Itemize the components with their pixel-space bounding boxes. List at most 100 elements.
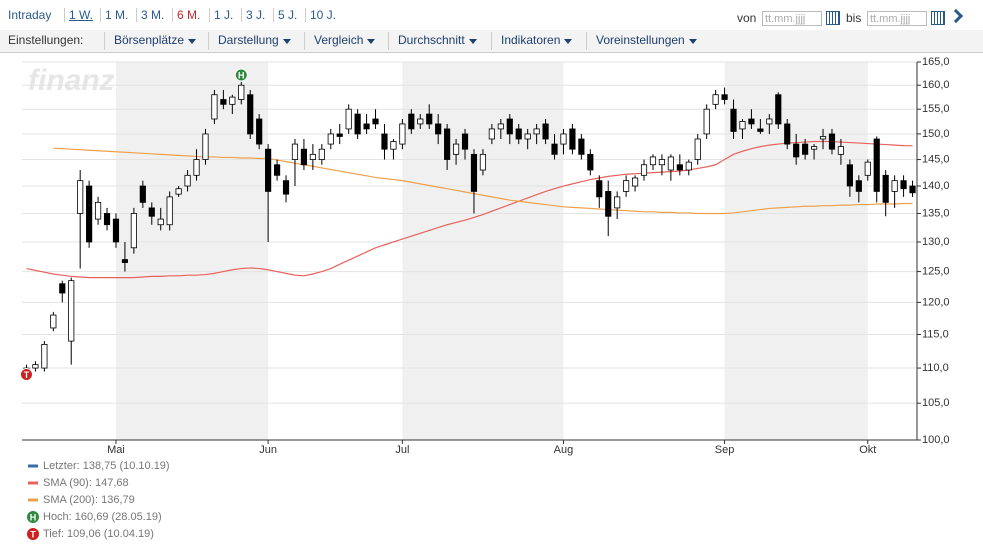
x-tick-label: Sep — [715, 444, 735, 456]
menu-button[interactable]: Durchschnitt — [398, 33, 479, 47]
legend-icon — [27, 528, 39, 540]
candle-body — [148, 207, 155, 217]
period-tab[interactable]: 3 M. — [136, 8, 168, 22]
candle-body — [444, 128, 451, 160]
candle-body — [578, 138, 585, 155]
candle-body — [649, 156, 657, 166]
candle-body — [900, 180, 907, 190]
period-tab[interactable]: 1 M. — [100, 8, 132, 22]
month-band — [115, 62, 269, 440]
candle-body — [94, 201, 102, 220]
settings-bar: Einstellungen: Börsenplätze Darstellung Ver… — [0, 30, 983, 53]
candle-body — [300, 148, 308, 166]
candle-body — [381, 133, 388, 150]
candle-body — [479, 153, 487, 171]
y-tick-label: 140,0 — [922, 180, 950, 192]
next-arrow[interactable] — [948, 8, 964, 24]
candle-body — [175, 188, 182, 195]
candle-body — [766, 118, 773, 125]
candle-body — [470, 153, 478, 192]
candle-body — [614, 196, 621, 209]
y-tick-label: 105,0 — [922, 397, 950, 409]
menu-button[interactable]: Vergleich — [314, 33, 377, 47]
candle-body — [882, 174, 889, 203]
candle-body — [417, 118, 424, 125]
date-to-input[interactable]: tt.mm.jjjj — [867, 11, 927, 26]
period-tab[interactable]: 1 J. — [209, 8, 237, 22]
period-tab[interactable]: 10 J. — [305, 8, 340, 22]
separator — [586, 32, 587, 50]
candle-body — [703, 108, 710, 135]
candle-body — [309, 153, 316, 160]
menu-button[interactable]: Voreinstellungen — [596, 33, 699, 47]
candle-body — [685, 161, 692, 171]
y-tick-label: 130,0 — [922, 236, 950, 248]
candle-body — [631, 177, 639, 187]
candle-body — [41, 344, 48, 369]
y-tick-label: 150,0 — [922, 128, 950, 140]
calendar-icon[interactable] — [826, 11, 840, 25]
period-tab[interactable]: 1 W. — [64, 8, 97, 22]
period-tab[interactable]: 5 J. — [273, 8, 301, 22]
separator — [304, 32, 305, 50]
candle-body — [739, 121, 746, 130]
candle-body — [506, 118, 513, 135]
candle-body — [103, 213, 111, 226]
y-tick-label: 110,0 — [922, 362, 949, 374]
candle-body — [864, 161, 871, 176]
candle-body — [166, 196, 173, 226]
candle-body — [640, 164, 648, 176]
period-tab[interactable]: 3 J. — [241, 8, 269, 22]
candle-body — [399, 123, 406, 145]
y-tick-label: 155,0 — [922, 103, 950, 115]
candle-body — [810, 146, 818, 150]
candle-body — [569, 128, 576, 150]
menu-button[interactable]: Indikatoren — [501, 33, 574, 47]
candle-body — [229, 96, 236, 105]
period-tab[interactable]: 6 M. — [172, 8, 204, 22]
marker-circle — [234, 68, 248, 82]
candle-body — [238, 84, 245, 100]
candle-body — [775, 94, 782, 125]
candle-body — [345, 108, 352, 130]
candle-body — [694, 138, 701, 160]
candle-body — [32, 364, 39, 369]
menu-button[interactable]: Börsenplätze — [114, 33, 198, 47]
x-tick-label: Mai — [107, 444, 125, 456]
candle-body — [220, 99, 227, 105]
date-from-input[interactable]: tt.mm.jjjj — [762, 11, 822, 26]
legend-label: SMA (200): 136,79 — [43, 494, 135, 506]
candle-body — [256, 118, 263, 145]
candle-body — [452, 143, 460, 155]
candle-body — [130, 213, 137, 249]
menu-button[interactable]: Darstellung — [218, 33, 293, 47]
candle-body — [676, 164, 683, 171]
candle-body — [623, 180, 630, 192]
candle-body — [497, 123, 504, 130]
period-tab[interactable]: Intraday — [8, 8, 52, 22]
separator — [208, 32, 209, 50]
candle-body — [112, 218, 120, 243]
candle-body — [372, 118, 379, 125]
candle-body — [846, 164, 853, 187]
x-tick-label: Jul — [395, 444, 409, 456]
candle-body — [273, 164, 281, 176]
candle-body — [408, 113, 415, 130]
candle-body — [282, 180, 290, 195]
calendar-icon[interactable] — [931, 11, 945, 25]
legend-icon-label: H — [30, 512, 37, 522]
candle-body — [891, 180, 898, 192]
marker-label: H — [238, 70, 245, 80]
candle-body — [327, 133, 334, 145]
candle-body — [551, 143, 558, 155]
candle-body — [909, 185, 916, 194]
candle-body — [587, 153, 594, 171]
candle-body — [828, 133, 836, 150]
x-tick-label: Jun — [259, 444, 277, 456]
legend-swatch — [28, 481, 38, 485]
candle-body — [157, 218, 164, 226]
legend-label: Letzter: 138,75 (10.10.19) — [43, 460, 170, 472]
candle-body — [873, 138, 880, 192]
y-tick-label: 120,0 — [922, 296, 950, 308]
candle-body — [211, 94, 218, 120]
